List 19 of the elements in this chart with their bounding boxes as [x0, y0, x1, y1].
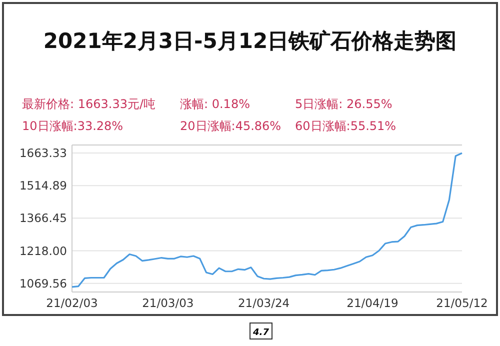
x-tick-label: 21/03/03 [142, 296, 194, 310]
line-series [71, 152, 463, 288]
text: 涨幅: 0.18% [180, 97, 250, 111]
x-tick-label: 21/05/12 [436, 296, 488, 310]
text: 20日涨幅:45.86% [180, 119, 282, 133]
text: 5日涨幅: 26.55% [295, 97, 392, 111]
text: 60日涨幅:55.51% [295, 119, 396, 133]
x-tick-label: 21/02/03 [46, 296, 98, 310]
text: 4.7 [252, 328, 270, 338]
y-tick-label: 1514.89 [19, 178, 67, 193]
y-tick-label: 1069.56 [19, 276, 67, 290]
x-tick-label: 21/03/24 [238, 296, 290, 310]
x-tick-label: 21/04/19 [346, 296, 398, 310]
y-tick-label: 1218.00 [19, 244, 67, 258]
chart-title: 2021年2月3日-5月12日铁矿石价格走势图 [43, 29, 457, 53]
y-tick-label: 1663.33 [19, 146, 67, 160]
y-tick-label: 1366.45 [19, 211, 67, 226]
text: 最新价格: 1663.33元/吨 [22, 97, 156, 111]
text: 10日涨幅:33.28% [22, 119, 124, 133]
